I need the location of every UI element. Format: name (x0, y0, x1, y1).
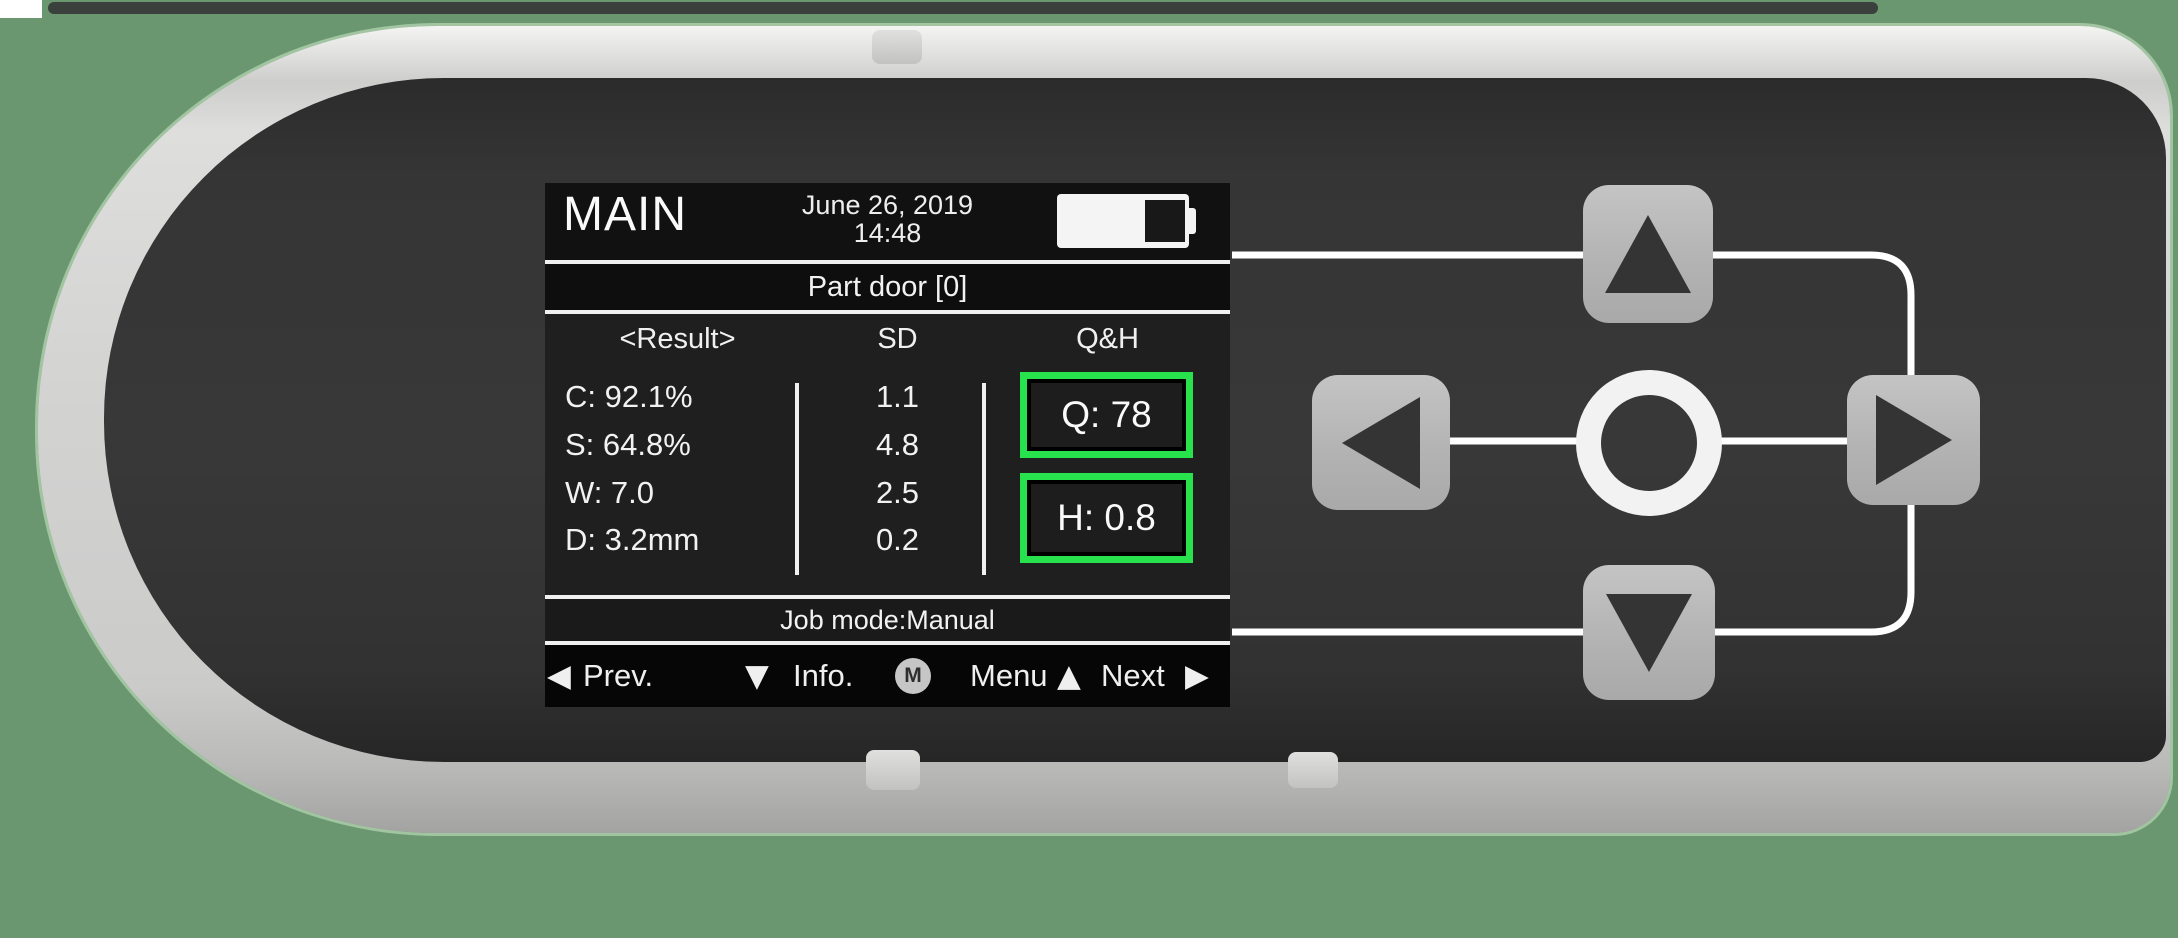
center-ring-button[interactable] (1576, 370, 1722, 516)
column-header-sd: SD (877, 323, 918, 355)
datetime: June 26, 2019 14:48 (545, 191, 1230, 247)
next-label: Next (1101, 658, 1165, 693)
bottom-edge-tab (1288, 752, 1338, 788)
part-status-line: Part door [0] (545, 264, 1230, 310)
down-triangle-icon: ▼ (745, 658, 769, 694)
job-mode-line: Job mode:Manual (545, 599, 1230, 641)
result-value: W: 7.0 (565, 475, 655, 510)
sd-value: 2.5 (875, 475, 920, 510)
right-arrow-icon (1875, 395, 1952, 485)
bottom-edge-tab (866, 750, 920, 790)
down-arrow-button[interactable] (1583, 565, 1715, 700)
sd-value: 4.8 (875, 427, 920, 462)
m-button-icon: M (895, 658, 931, 694)
column-header-qh: Q&H (1076, 323, 1139, 355)
menu-label: Menu (970, 658, 1048, 693)
divider (545, 260, 1230, 264)
right-arrow-button[interactable] (1847, 375, 1980, 505)
sd-value: 1.1 (875, 379, 920, 414)
sd-value: 0.2 (875, 522, 920, 557)
battery-icon (1057, 194, 1196, 248)
background-corner (0, 0, 42, 18)
column-divider (795, 383, 799, 575)
left-arrow-icon (1342, 396, 1420, 489)
divider (545, 595, 1230, 599)
info-label: Info. (793, 658, 854, 693)
h-value-box: H: 0.8 (1020, 473, 1193, 563)
column-header-result: <Result> (619, 323, 736, 355)
q-value-box: Q: 78 (1020, 372, 1193, 458)
softkey-bar: ◀ Prev. ▼ Info. M Menu ▲ Next ▶ (545, 645, 1230, 707)
result-value: S: 64.8% (565, 427, 691, 462)
battery-tip (1189, 208, 1196, 234)
up-triangle-icon: ▲ (1057, 658, 1081, 694)
right-triangle-icon: ▶ (1185, 658, 1209, 694)
lcd-screen: MAIN June 26, 2019 14:48 Part door [0] <… (545, 183, 1230, 707)
page-title: MAIN (563, 188, 687, 241)
column-divider (982, 383, 986, 575)
down-arrow-icon (1606, 593, 1692, 672)
date-text: June 26, 2019 (801, 190, 974, 220)
top-edge-tab (872, 30, 922, 64)
battery-empty-cell (1145, 200, 1185, 242)
divider (545, 641, 1230, 645)
left-arrow-button[interactable] (1312, 375, 1450, 510)
up-arrow-icon (1605, 215, 1691, 293)
result-table: <Result> SD Q&H C: 92.1% S: 64.8% W: 7.0… (545, 314, 1230, 595)
result-value: D: 3.2mm (565, 522, 700, 557)
prev-label: Prev. (583, 658, 654, 693)
device-top-edge (48, 2, 1878, 14)
left-triangle-icon: ◀ (547, 658, 571, 694)
time-text: 14:48 (853, 218, 922, 248)
result-value: C: 92.1% (565, 379, 693, 414)
m-letter: M (904, 664, 922, 687)
up-arrow-button[interactable] (1583, 185, 1713, 323)
divider (545, 310, 1230, 314)
